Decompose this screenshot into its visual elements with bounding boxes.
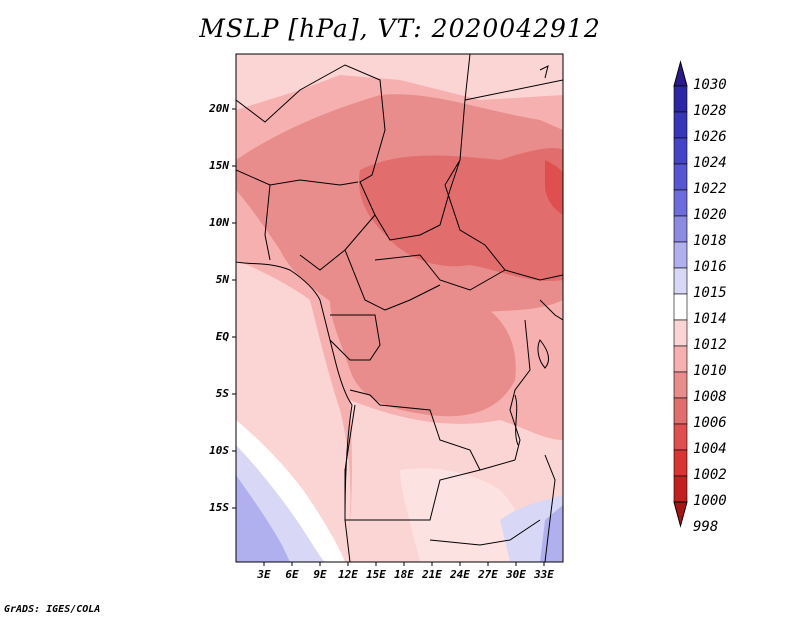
- lon-label: 18E: [394, 568, 414, 581]
- lon-label: 6E: [285, 568, 299, 581]
- border-mozambique: [544, 454, 556, 562]
- colorbar-label: 1028: [693, 103, 727, 119]
- colorbar-segment: [673, 293, 688, 321]
- border-gabon: [329, 314, 381, 361]
- colorbar-label: 1030: [693, 77, 727, 93]
- colorbar-label: 1012: [693, 337, 727, 353]
- colorbar-top-arrow: [673, 60, 688, 87]
- colorbar-label: 1002: [693, 467, 727, 483]
- border-niger-chad: [236, 54, 471, 241]
- border-nigeria-north: [236, 169, 359, 186]
- border-zimbabwe: [429, 519, 541, 546]
- pressure-field: [236, 54, 563, 562]
- colorbar-segment: [673, 137, 688, 165]
- field-1014-south: [400, 468, 530, 562]
- lon-label: 30E: [506, 568, 526, 581]
- lat-label: 10S: [209, 444, 229, 457]
- border-drc-east: [509, 319, 531, 461]
- lat-label: 10N: [209, 216, 229, 229]
- lon-label: 9E: [313, 568, 327, 581]
- colorbar-segment: [673, 215, 688, 243]
- colorbar-segment: [673, 319, 688, 347]
- colorbar-label: 1015: [693, 285, 727, 301]
- colorbar-segment: [673, 241, 688, 269]
- lon-label: 33E: [534, 568, 554, 581]
- lon-label: 15E: [366, 568, 386, 581]
- lon-label: 21E: [422, 568, 442, 581]
- field-1002: [545, 160, 563, 215]
- border-libya-egypt: [464, 79, 563, 101]
- border-cameroon: [299, 214, 376, 271]
- colorbar-label: 1022: [693, 181, 727, 197]
- lat-label: 5S: [215, 387, 229, 400]
- colorbar-label: 1008: [693, 389, 727, 405]
- lon-label: 24E: [450, 568, 470, 581]
- field-1004: [359, 148, 563, 282]
- colorbar-label: 1010: [693, 363, 727, 379]
- colorbar-label: 1020: [693, 207, 727, 223]
- colorbar-segment: [673, 449, 688, 477]
- colorbar-segment: [673, 163, 688, 191]
- map-title: MSLP [hPa], VT: 2020042912: [199, 14, 601, 43]
- coast-ne: [539, 65, 549, 79]
- lake-victoria: [537, 339, 550, 369]
- axis-ticks: [232, 108, 545, 566]
- lat-label: 15S: [209, 501, 229, 514]
- colorbar-label: 1006: [693, 415, 727, 431]
- colorbar-label: 1014: [693, 311, 727, 327]
- field-north-light: [236, 54, 563, 110]
- border-uganda: [539, 299, 563, 321]
- coastline: [236, 65, 550, 521]
- colorbar-segment: [673, 345, 688, 373]
- colorbar-segment: [673, 423, 688, 451]
- colorbar-segment: [673, 371, 688, 399]
- colorbar-label: 1000: [693, 493, 727, 509]
- colorbar-label: 1018: [693, 233, 727, 249]
- colorbar-label: 1026: [693, 129, 727, 145]
- border-benin: [264, 184, 271, 261]
- colorbar-label: 1004: [693, 441, 727, 457]
- colorbar-label: 1016: [693, 259, 727, 275]
- lake-tanganyika: [514, 394, 519, 446]
- colorbar-segment: [673, 189, 688, 217]
- colorbar: [673, 60, 688, 528]
- plot-frame: [235, 53, 564, 563]
- border-namibia: [345, 469, 481, 521]
- lat-label: EQ: [215, 330, 229, 343]
- colorbar-label: 998: [693, 519, 719, 535]
- border-congo-north: [384, 284, 441, 311]
- border-car: [374, 254, 506, 291]
- field-1018: [236, 475, 290, 562]
- border-cameroon-south: [344, 249, 386, 311]
- colorbar-segment: [673, 267, 688, 295]
- colorbar-segment: [673, 397, 688, 425]
- lon-label: 12E: [338, 568, 358, 581]
- colorbar-bottom-arrow: [673, 501, 688, 528]
- colorbar-segment: [673, 111, 688, 139]
- colorbar-label: 1024: [693, 155, 727, 171]
- colorbar-segment: [673, 85, 688, 113]
- lon-label: 27E: [478, 568, 498, 581]
- credit-text: GrADS: IGES/COLA: [4, 604, 101, 615]
- border-angola-zambia: [349, 389, 516, 471]
- lat-label: 15N: [209, 159, 229, 172]
- coast-west: [236, 261, 353, 521]
- country-borders: [236, 54, 563, 562]
- colorbar-segment: [673, 475, 688, 503]
- field-se-1018: [540, 505, 563, 562]
- lon-label: 3E: [257, 568, 271, 581]
- lat-label: 5N: [215, 273, 229, 286]
- border-sudan: [444, 159, 563, 281]
- lat-label: 20N: [209, 102, 229, 115]
